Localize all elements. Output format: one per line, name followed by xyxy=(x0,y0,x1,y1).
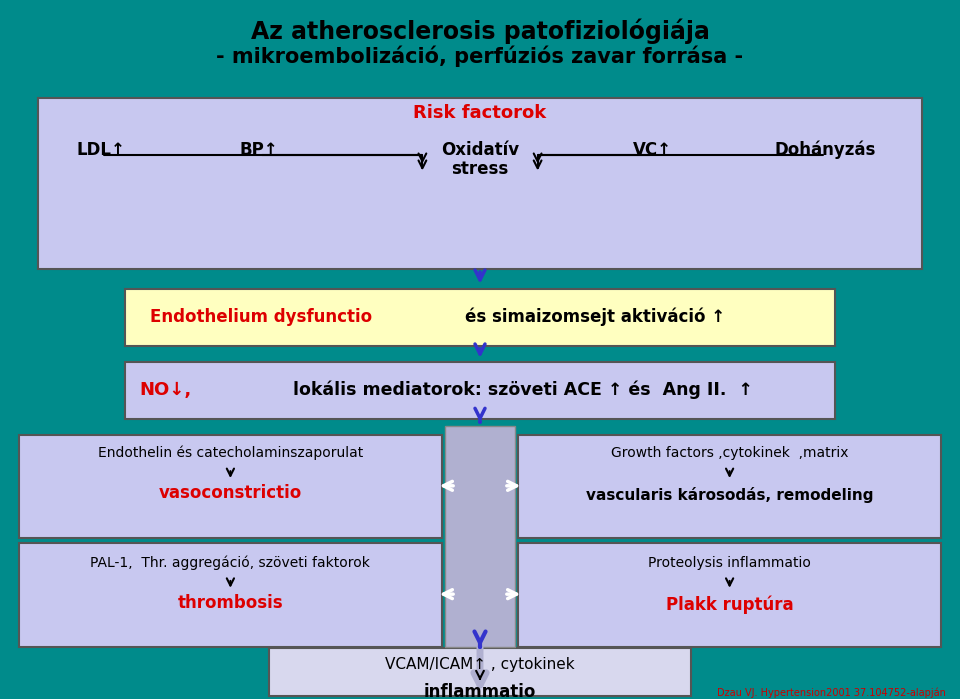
Text: Plakk ruptúra: Plakk ruptúra xyxy=(666,596,793,614)
Text: Dohányzás: Dohányzás xyxy=(775,140,876,159)
Text: thrombosis: thrombosis xyxy=(178,593,283,612)
FancyBboxPatch shape xyxy=(518,543,941,647)
Text: Risk factorok: Risk factorok xyxy=(414,104,546,122)
Text: Proteolysis inflammatio: Proteolysis inflammatio xyxy=(648,556,811,570)
FancyBboxPatch shape xyxy=(38,98,922,269)
Text: vascularis károsodás, remodeling: vascularis károsodás, remodeling xyxy=(586,487,874,503)
Text: stress: stress xyxy=(451,160,509,178)
Text: Endothelium dysfunctio: Endothelium dysfunctio xyxy=(150,308,372,326)
FancyBboxPatch shape xyxy=(518,435,941,538)
FancyBboxPatch shape xyxy=(19,543,442,647)
Text: PAL-1,  Thr. aggregáció, szöveti faktorok: PAL-1, Thr. aggregáció, szöveti faktorok xyxy=(90,556,371,570)
Text: Growth factors ,cytokinek  ,matrix: Growth factors ,cytokinek ,matrix xyxy=(611,446,849,460)
FancyBboxPatch shape xyxy=(125,362,835,419)
Text: Oxidatív: Oxidatív xyxy=(441,140,519,159)
Text: NO↓,: NO↓, xyxy=(139,381,191,399)
Text: VC↑: VC↑ xyxy=(634,140,672,159)
Text: és simaizomsejt aktiváció ↑: és simaizomsejt aktiváció ↑ xyxy=(466,308,725,326)
Text: Dzau VJ. Hypertension2001 37.104752-alapján: Dzau VJ. Hypertension2001 37.104752-alap… xyxy=(717,687,946,698)
FancyBboxPatch shape xyxy=(19,435,442,538)
Text: lokális mediatorok: szöveti ACE ↑ és  Ang II.  ↑: lokális mediatorok: szöveti ACE ↑ és Ang… xyxy=(293,381,754,399)
Text: LDL↑: LDL↑ xyxy=(77,140,125,159)
Text: VCAM/ICAM↑ , cytokinek: VCAM/ICAM↑ , cytokinek xyxy=(385,656,575,672)
Text: BP↑: BP↑ xyxy=(240,140,278,159)
Text: - mikroembolizáció, perfúziós zavar forrása -: - mikroembolizáció, perfúziós zavar forr… xyxy=(216,45,744,66)
Text: Endothelin és catecholaminszaporulat: Endothelin és catecholaminszaporulat xyxy=(98,446,363,460)
Text: vasoconstrictio: vasoconstrictio xyxy=(158,484,302,502)
Text: inflammatio: inflammatio xyxy=(423,683,537,699)
FancyBboxPatch shape xyxy=(125,289,835,346)
FancyBboxPatch shape xyxy=(445,426,515,647)
FancyBboxPatch shape xyxy=(269,648,691,696)
Text: Az atherosclerosis patofiziológiája: Az atherosclerosis patofiziológiája xyxy=(251,19,709,44)
